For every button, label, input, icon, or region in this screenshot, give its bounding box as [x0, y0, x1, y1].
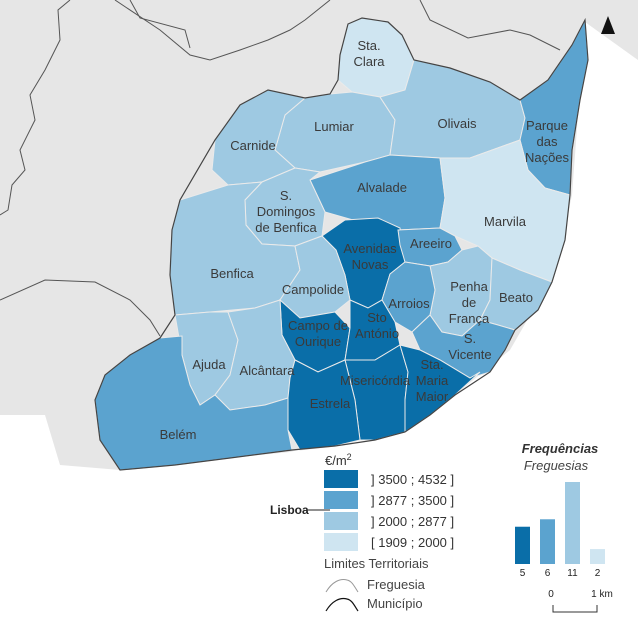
parish-label-estrela: Estrela [310, 396, 351, 411]
parish-label-alvalade: Alvalade [357, 180, 407, 195]
parish-label-lumiar: Lumiar [314, 119, 354, 134]
histogram-bar-2 [565, 482, 580, 564]
parish-label-areeiro: Areeiro [410, 236, 452, 251]
parish-label-avenidas-novas: Avenidas Novas [343, 241, 397, 272]
parish-label-sto-antonio: Sto António [355, 310, 399, 341]
legend-freguesia-label: Freguesia [367, 577, 426, 592]
north-arrow-icon [601, 16, 615, 34]
histogram-bar-label-2: 11 [567, 568, 578, 579]
parish-label-campo-ourique: Campo de Ourique [288, 318, 348, 349]
legend: €/m2 ] 3500 ; 4532 ] ] 2877 ; 3500 ] ] 200… [324, 452, 454, 612]
legend-class-label-3: [ 1909 ; 2000 ] [371, 535, 454, 550]
parish-label-parque-nacoes: Parque das Nações [525, 118, 570, 165]
parish-label-belem: Belém [160, 427, 197, 442]
lisboa-municipality-outline [94, 17, 589, 471]
histogram-bar-label-3: 2 [595, 568, 601, 579]
parish-labels: Sta. Clara Lumiar Olivais Parque das Nações Car… [160, 38, 570, 442]
legend-swatch-0 [324, 470, 358, 488]
histogram-bar-label-0: 5 [520, 568, 526, 579]
parish-areas [94, 17, 589, 471]
scale-bar: 0 1 km [548, 589, 613, 613]
parish-label-s-vicente: S. Vicente [448, 331, 491, 362]
city-label: Lisboa [270, 503, 309, 517]
freguesia-line-icon [325, 579, 359, 593]
histogram-bar-0 [515, 526, 530, 564]
parish-label-sta-maria-maior: Sta. Maria Maior [416, 357, 449, 404]
parish-label-sta-clara: Sta. Clara [353, 38, 385, 69]
parish-label-misericordia: Misericórdia [340, 373, 411, 388]
legend-municipio-label: Município [367, 596, 423, 611]
legend-swatch-2 [324, 512, 358, 530]
histogram-bar-label-1: 6 [545, 568, 551, 579]
neighbouring-municipality-lines [0, 0, 561, 337]
parish-label-beato: Beato [499, 290, 533, 305]
scale-start-label: 0 [548, 589, 554, 600]
legend-limits-title: Limites Territoriais [324, 556, 429, 571]
legend-unit: €/m2 [325, 452, 352, 468]
parish-label-alcantara: Alcântara [240, 363, 296, 378]
histogram-subtitle: Freguesias [524, 458, 589, 473]
legend-swatch-3 [324, 533, 358, 551]
parish-label-penha-franca: Penha de França [449, 279, 490, 326]
parish-label-s-domingos-benfica: S. Domingos de Benfica [255, 188, 317, 235]
scale-line [552, 605, 598, 613]
parish-label-carnide: Carnide [230, 138, 276, 153]
legend-classes: ] 3500 ; 4532 ] ] 2877 ; 3500 ] ] 2000 ; 2… [324, 470, 454, 551]
legend-class-label-0: ] 3500 ; 4532 ] [371, 472, 454, 487]
histogram-bar-1 [540, 519, 555, 564]
parish-label-marvila: Marvila [484, 214, 527, 229]
parish-label-olivais: Olivais [437, 116, 477, 131]
frequency-histogram: Frequências Freguesias 5 6 11 2 [515, 441, 605, 579]
histogram-title: Frequências [522, 441, 599, 456]
parish-label-benfica: Benfica [210, 266, 254, 281]
legend-swatch-1 [324, 491, 358, 509]
municipio-line-icon [325, 597, 359, 612]
histogram-bar-3 [590, 549, 605, 564]
parish-campolide[interactable] [279, 235, 351, 319]
legend-class-label-1: ] 2877 ; 3500 ] [371, 493, 454, 508]
legend-class-label-2: ] 2000 ; 2877 ] [371, 514, 454, 529]
parish-label-campolide: Campolide [282, 282, 344, 297]
parish-label-ajuda: Ajuda [192, 357, 226, 372]
histogram-bars: 5 6 11 2 [515, 482, 605, 579]
scale-end-label: 1 km [591, 589, 613, 600]
parish-label-arroios: Arroios [388, 296, 430, 311]
